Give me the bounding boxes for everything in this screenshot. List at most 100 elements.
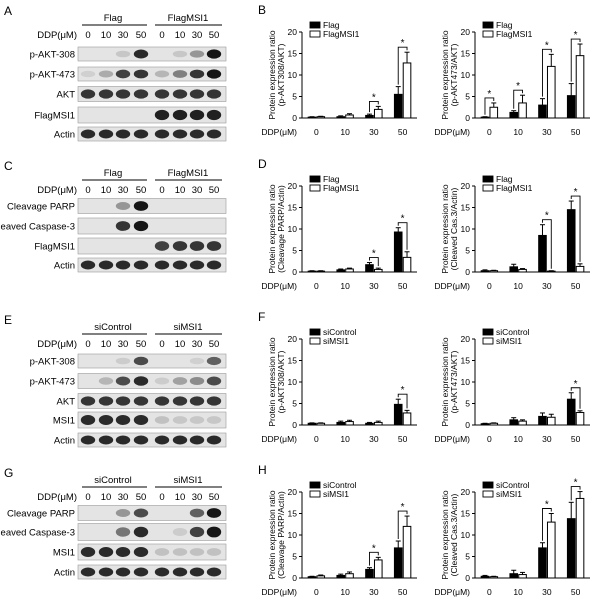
y-axis-label: Protein expression ratio bbox=[440, 184, 450, 274]
legend-label: FlagMSI1 bbox=[496, 29, 533, 39]
bar bbox=[509, 111, 519, 119]
y-tick-label: 5 bbox=[465, 399, 470, 409]
blot-band bbox=[189, 567, 205, 577]
significance-bracket bbox=[570, 486, 581, 501]
blot-band bbox=[154, 89, 170, 99]
blot-strip bbox=[77, 353, 227, 369]
bar bbox=[345, 573, 354, 579]
bar bbox=[518, 420, 527, 426]
y-tick-label: 0 bbox=[465, 573, 470, 583]
blot-band bbox=[206, 435, 222, 445]
x-axis-label: DDP(μM) bbox=[434, 434, 470, 444]
blot-band bbox=[98, 260, 114, 270]
blot-band bbox=[115, 89, 131, 99]
bar bbox=[575, 497, 585, 579]
chart-f: F 0 5 10 15 20 Protein expression ratio (p-AKT3… bbox=[258, 310, 417, 444]
bar bbox=[393, 547, 403, 579]
x-tick-label: 0 bbox=[314, 434, 319, 444]
bar bbox=[480, 270, 490, 273]
group-label: Flag bbox=[104, 168, 122, 179]
y-axis-label-sub: (Cleavage PARP/Actin) bbox=[276, 185, 286, 273]
x-tick-label: 0 bbox=[487, 127, 492, 137]
bar bbox=[373, 108, 383, 119]
blot-band bbox=[154, 435, 170, 445]
panel-letter: G bbox=[4, 466, 13, 480]
blot-band bbox=[172, 527, 188, 537]
blot-band bbox=[206, 548, 222, 556]
bar bbox=[345, 114, 354, 119]
bar bbox=[489, 270, 499, 273]
bar bbox=[538, 104, 547, 119]
blot-band bbox=[206, 69, 222, 79]
blot-band bbox=[115, 260, 131, 270]
dose-label: 0 bbox=[159, 185, 164, 196]
blot-band bbox=[206, 526, 222, 538]
blot-band bbox=[98, 129, 114, 139]
blot-strip bbox=[77, 432, 227, 448]
legend-label: siControl bbox=[496, 480, 530, 490]
dose-label: 10 bbox=[175, 185, 186, 196]
bar bbox=[307, 576, 317, 579]
y-tick-label: 10 bbox=[288, 377, 298, 387]
significance-star: * bbox=[401, 385, 405, 396]
blot-strip bbox=[77, 86, 227, 102]
blot-strip bbox=[77, 126, 227, 142]
x-tick-label: 50 bbox=[398, 127, 408, 137]
blot-band bbox=[206, 49, 222, 59]
dose-axis-label: DDP(μM) bbox=[37, 185, 77, 196]
blot-band bbox=[133, 435, 149, 445]
bar bbox=[509, 573, 519, 579]
blot-band bbox=[189, 129, 205, 139]
dose-label: 0 bbox=[85, 492, 90, 503]
significance-bracket bbox=[369, 257, 379, 267]
blot-row-label: Cleavage PARP bbox=[7, 509, 75, 520]
x-axis-label: DDP(μM) bbox=[261, 434, 297, 444]
y-axis-label: Protein expression ratio bbox=[440, 490, 450, 580]
y-tick-label: 15 bbox=[288, 509, 298, 519]
y-tick-label: 15 bbox=[461, 203, 471, 213]
chart-h2: 0 5 10 15 20 Protein expression ratio (Cleaved… bbox=[434, 478, 590, 597]
x-tick-label: 50 bbox=[398, 587, 408, 597]
y-tick-label: 0 bbox=[465, 420, 470, 430]
y-axis-label-sub: (p-AKT473/AKT) bbox=[449, 350, 459, 413]
blot-band bbox=[98, 435, 114, 445]
blot-band bbox=[133, 201, 149, 211]
legend-swatch bbox=[309, 21, 321, 29]
group-label: Flag bbox=[104, 13, 122, 24]
bar bbox=[336, 574, 346, 579]
significance-bracket bbox=[369, 551, 379, 566]
blot-band bbox=[80, 129, 96, 139]
y-tick-label: 0 bbox=[465, 267, 470, 277]
legend-label: siMSI1 bbox=[323, 336, 349, 346]
blot-row-label: Actin bbox=[54, 261, 75, 272]
blot-band bbox=[115, 509, 131, 517]
blot-band bbox=[189, 109, 205, 121]
blot-strip bbox=[77, 373, 227, 389]
blot-band bbox=[133, 526, 149, 538]
bar bbox=[336, 116, 346, 119]
bar bbox=[546, 521, 556, 579]
x-tick-label: 30 bbox=[542, 281, 552, 291]
blot-strip bbox=[77, 505, 227, 521]
blot-band bbox=[98, 415, 114, 425]
bar bbox=[307, 422, 317, 426]
y-tick-label: 20 bbox=[461, 27, 471, 37]
blot-row-label: MSI1 bbox=[53, 416, 75, 427]
blot-row-label: Cleaved Caspase-3 bbox=[0, 528, 75, 539]
x-tick-label: 50 bbox=[398, 434, 408, 444]
bar bbox=[480, 116, 490, 119]
blot-band bbox=[206, 508, 222, 518]
dose-label: 30 bbox=[118, 492, 129, 503]
dose-label: 10 bbox=[101, 30, 112, 41]
dose-axis-label: DDP(μM) bbox=[37, 30, 77, 41]
blot-band bbox=[115, 396, 131, 406]
bar bbox=[402, 256, 412, 273]
dose-label: 50 bbox=[136, 185, 147, 196]
bar bbox=[489, 422, 499, 426]
legend-label: siControl bbox=[323, 327, 357, 337]
y-tick-label: 10 bbox=[288, 224, 298, 234]
blot-band bbox=[206, 89, 222, 99]
bar bbox=[538, 234, 547, 273]
blot-strip bbox=[77, 393, 227, 409]
